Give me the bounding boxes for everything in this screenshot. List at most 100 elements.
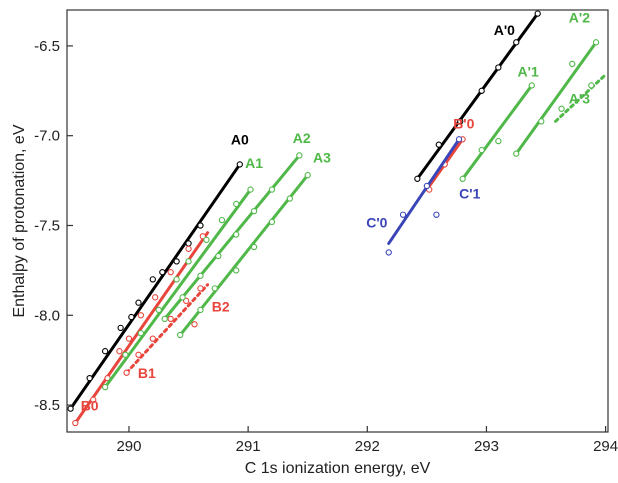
data-point [234,201,239,206]
data-point [424,183,429,188]
data-point [126,336,131,341]
data-point [68,406,73,411]
data-point [535,11,540,16]
series-b2 [192,322,197,327]
data-point [136,300,141,305]
y-tick-label: -6.5 [34,38,60,55]
data-point [496,65,501,70]
data-point [103,385,108,390]
data-point [123,352,128,357]
data-point [589,83,594,88]
y-tick-label: -7.5 [34,217,60,234]
data-point [136,352,141,357]
data-point [559,106,564,111]
data-point [198,286,203,291]
data-point [186,241,191,246]
data-point [456,137,461,142]
y-tick-label: -8.5 [34,397,60,414]
data-point [460,176,465,181]
data-point [160,270,165,275]
data-point [251,209,256,214]
data-point [174,277,179,282]
data-point [180,295,185,300]
data-point [168,316,173,321]
data-point [251,244,256,249]
data-point [198,307,203,312]
data-point [186,246,191,251]
data-point [162,316,167,321]
series-label: B0 [81,397,99,413]
data-point [129,314,134,319]
y-tick-label: -8.0 [34,307,60,324]
data-point [237,162,242,167]
data-point [415,176,420,181]
data-point [514,40,519,45]
data-point [117,349,122,354]
data-point [400,212,405,217]
data-point [479,147,484,152]
y-tick-label: -7.0 [34,128,60,145]
data-point [178,332,183,337]
series-label: A0 [231,132,249,148]
data-point [305,173,310,178]
data-point [386,250,391,255]
series-label: A'3 [569,90,590,106]
x-axis-title: C 1s ionization energy, eV [245,460,431,477]
data-point [219,218,224,223]
series-label: A2 [293,130,311,146]
series-label: C'0 [366,214,387,230]
data-point [269,187,274,192]
series-label: A'2 [569,10,590,26]
data-point [138,313,143,318]
data-point [204,237,209,242]
data-point [198,273,203,278]
data-point [73,420,78,425]
data-point [198,223,203,228]
data-point [539,119,544,124]
data-point [496,138,501,143]
data-point [138,331,143,336]
data-point [216,253,221,258]
data-point [514,151,519,156]
data-point [87,376,92,381]
data-point [434,212,439,217]
data-point [234,268,239,273]
series-cp1 [434,212,439,217]
data-point [124,370,129,375]
x-tick-label: 292 [355,438,380,455]
data-point [234,232,239,237]
data-point [103,349,108,354]
x-tick-label: 291 [236,438,261,455]
data-point [570,61,575,66]
series-label: B1 [138,365,156,381]
data-point [297,153,302,158]
x-tick-label: 293 [474,438,499,455]
data-point [287,196,292,201]
series-label: C'1 [459,186,480,202]
data-point [150,277,155,282]
data-point [168,270,173,275]
series-label: A'1 [518,63,539,79]
data-point [118,325,123,330]
data-point [192,322,197,327]
data-point [248,187,253,192]
data-point [156,307,161,312]
data-point [153,295,158,300]
data-point [186,259,191,264]
data-point [150,336,155,341]
x-tick-label: 290 [116,438,141,455]
x-tick-label: 294 [593,438,618,455]
data-point [269,219,274,224]
series-label: B2 [212,299,230,315]
data-point [436,142,441,147]
data-point [529,83,534,88]
data-point [212,286,217,291]
series-label: A'0 [494,22,515,38]
series-label: B'0 [453,116,474,132]
series-label: A3 [313,150,331,166]
data-point [174,259,179,264]
y-axis-title: Enthalpy of protonation, eV [11,124,28,317]
data-point [479,88,484,93]
series-label: A1 [245,155,263,171]
